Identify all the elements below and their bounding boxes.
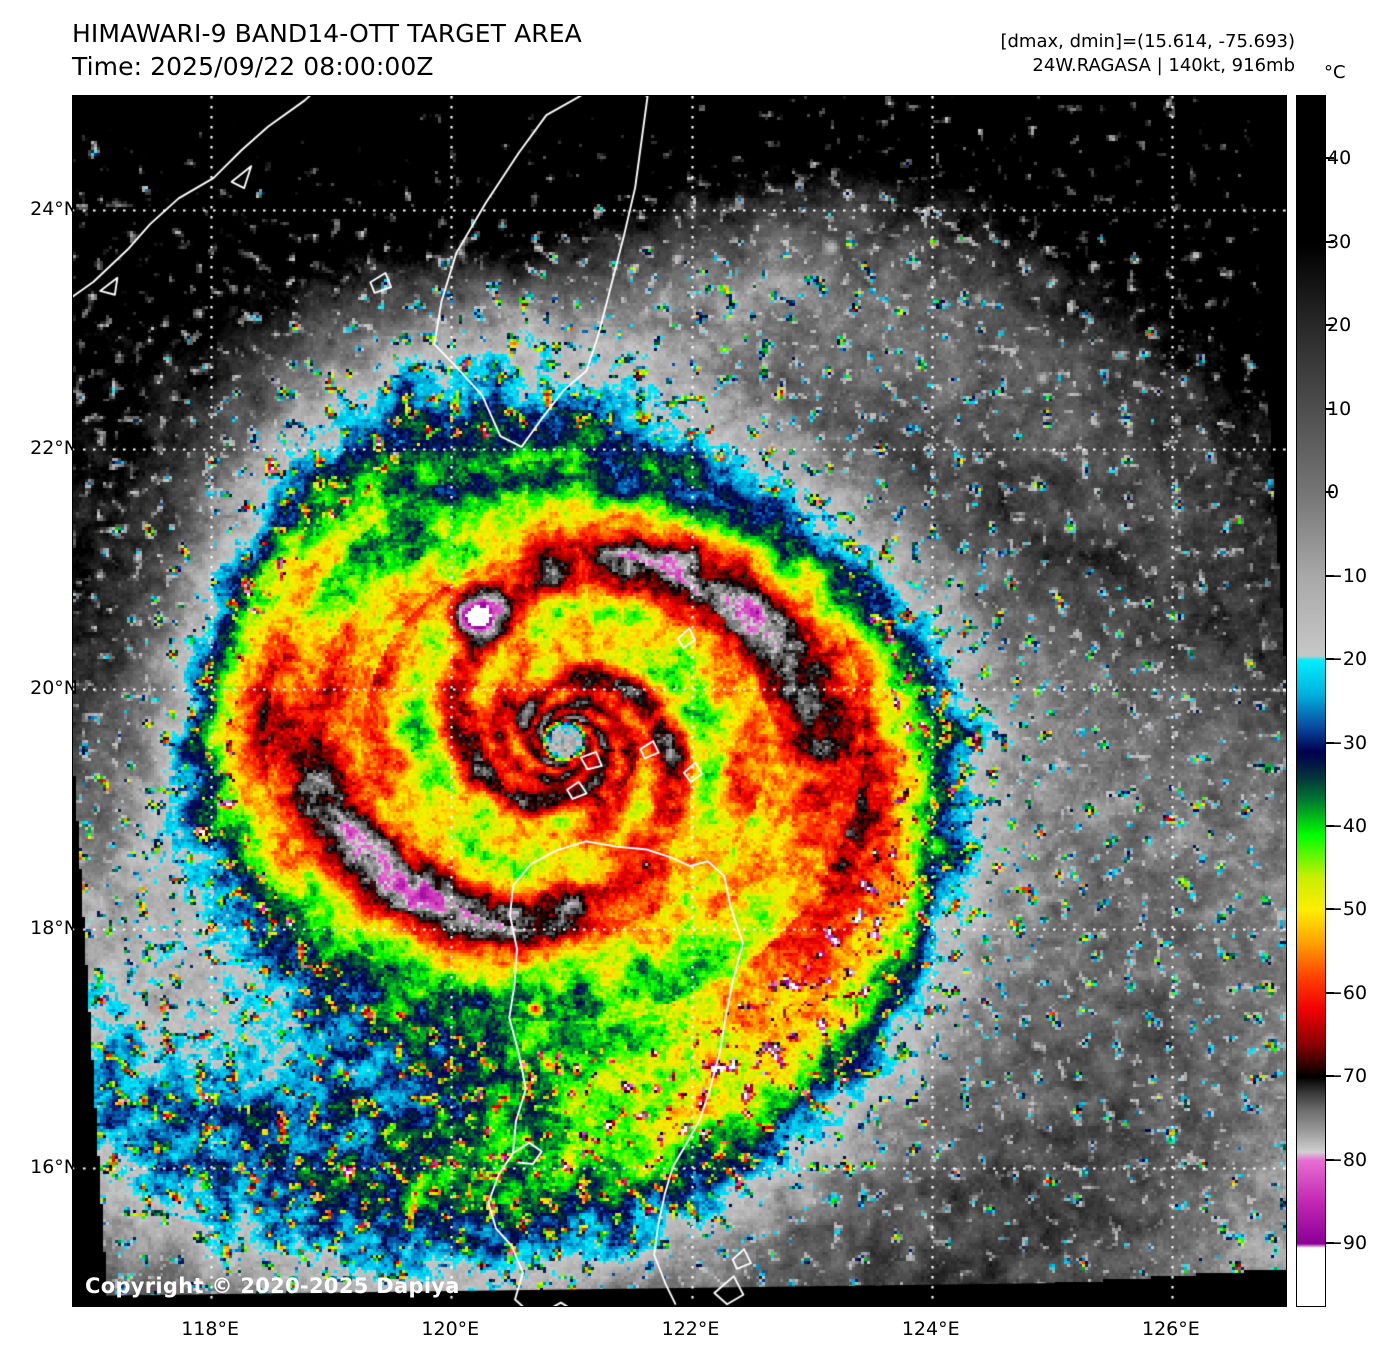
y-tick-label: 24°N <box>30 197 78 220</box>
colorbar-tick-label: 30 <box>1327 230 1352 253</box>
colorbar-tick-label: −30 <box>1327 731 1368 754</box>
colorbar-tick-mark <box>1325 991 1334 994</box>
colorbar-tick-label: −50 <box>1327 898 1368 921</box>
colorbar-tick-label: −80 <box>1327 1148 1368 1171</box>
colorbar-tick-mark <box>1325 157 1334 160</box>
colorbar-tick-mark <box>1325 491 1334 494</box>
x-tick-label: 122°E <box>661 1318 720 1340</box>
metadata-block: [dmax, dmin]=(15.614, -75.693) 24W.RAGAS… <box>1000 30 1295 79</box>
colorbar-tick-mark <box>1325 324 1334 327</box>
colorbar-tick-label: 40 <box>1327 147 1352 170</box>
y-tick-label: 20°N <box>30 677 78 700</box>
x-tick-label: 120°E <box>421 1318 480 1340</box>
graticule-overlay-canvas <box>73 96 1286 1306</box>
colorbar-tick-mark <box>1325 1242 1334 1245</box>
colorbar-tick-mark <box>1325 658 1334 661</box>
colorbar-tick-label: 20 <box>1327 314 1352 337</box>
colorbar-unit-label: °C <box>1324 62 1346 83</box>
colorbar-tick-label: 0 <box>1327 481 1340 504</box>
colorbar-tick-mark <box>1325 240 1334 243</box>
x-tick-label: 126°E <box>1142 1318 1200 1340</box>
colorbar-tick-mark <box>1325 574 1334 577</box>
colorbar-tick-mark <box>1325 741 1334 744</box>
copyright-label: Copyright © 2020-2025 Dapiya <box>85 1274 460 1298</box>
dmax-dmin-label: [dmax, dmin]=(15.614, -75.693) <box>1000 31 1295 52</box>
y-tick-label: 22°N <box>30 437 78 460</box>
colorbar-tick-label: 10 <box>1327 397 1352 420</box>
colorbar-tick-label: −60 <box>1327 981 1368 1004</box>
colorbar-tick-mark <box>1325 1075 1334 1078</box>
colorbar <box>1296 95 1326 1307</box>
colorbar-tick-mark <box>1325 825 1334 827</box>
satellite-plot-area[interactable]: Copyright © 2020-2025 Dapiya <box>72 95 1287 1307</box>
colorbar-tick-mark <box>1325 407 1334 410</box>
colorbar-tick-mark <box>1325 1158 1334 1161</box>
y-tick-label: 18°N <box>30 916 78 939</box>
storm-info-label: 24W.RAGASA | 140kt, 916mb <box>1032 55 1295 77</box>
page-title: HIMAWARI-9 BAND14-OTT TARGET AREA <box>72 19 582 48</box>
colorbar-tick-label: −10 <box>1327 564 1368 587</box>
timestamp-label: Time: 2025/09/22 08:00:00Z <box>72 51 434 81</box>
colorbar-tick-label: −40 <box>1327 815 1368 837</box>
title-block: HIMAWARI-9 BAND14-OTT TARGET AREA Time: … <box>72 18 582 83</box>
colorbar-gradient <box>1297 96 1325 1306</box>
colorbar-tick-label: −90 <box>1327 1232 1368 1255</box>
x-tick-label: 124°E <box>901 1318 960 1340</box>
y-tick-label: 16°N <box>30 1156 78 1179</box>
x-tick-label: 118°E <box>181 1318 239 1340</box>
colorbar-tick-label: −70 <box>1327 1065 1368 1088</box>
colorbar-tick-label: −20 <box>1327 648 1368 671</box>
colorbar-tick-mark <box>1325 908 1334 911</box>
